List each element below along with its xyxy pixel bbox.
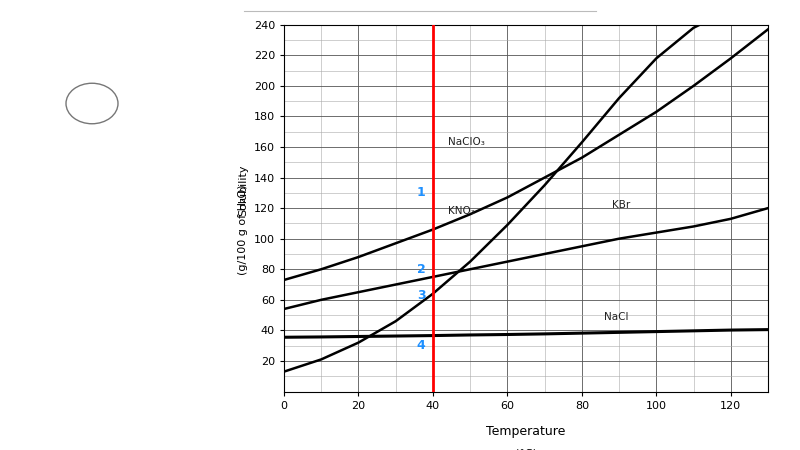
Text: NaCl: NaCl xyxy=(604,311,629,322)
Text: 2: 2 xyxy=(417,263,426,276)
Text: KBr: KBr xyxy=(612,200,630,210)
Text: NaClO₃: NaClO₃ xyxy=(448,137,485,148)
Text: 3: 3 xyxy=(417,289,426,302)
Text: Solubility: Solubility xyxy=(238,164,248,216)
Text: (°C): (°C) xyxy=(515,448,537,450)
Text: 1: 1 xyxy=(417,186,426,199)
Text: Temperature: Temperature xyxy=(486,424,566,437)
Text: 4: 4 xyxy=(417,339,426,352)
Text: KNO₃: KNO₃ xyxy=(448,206,474,216)
Text: (g/100 g of H₂O): (g/100 g of H₂O) xyxy=(238,185,248,275)
